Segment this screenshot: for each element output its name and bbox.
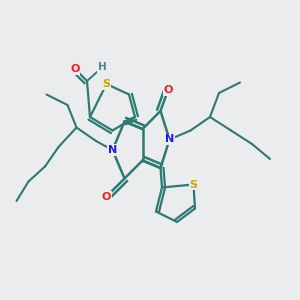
Text: H: H [98,62,106,73]
Text: N: N [165,134,174,145]
Text: O: O [70,64,80,74]
Text: O: O [163,85,173,95]
Text: N: N [108,145,117,155]
Text: S: S [103,79,110,89]
Text: S: S [190,179,197,190]
Text: O: O [102,191,111,202]
